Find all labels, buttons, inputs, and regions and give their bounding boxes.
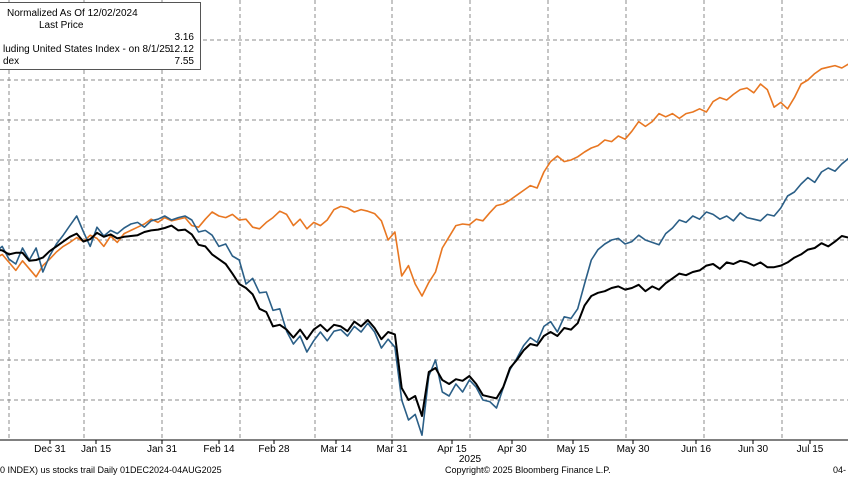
x-tick-label: Dec 31 <box>34 444 66 455</box>
series-lines <box>0 63 848 437</box>
legend-row-3-value: 7.55 <box>174 56 194 67</box>
x-axis-ticks: Dec 31 Jan 15 Jan 31 Feb 14 Feb 28 Mar 14 Mar … <box>34 440 824 465</box>
x-tick-label: Apr 30 <box>497 444 527 455</box>
x-tick-label: Jan 31 <box>147 444 177 455</box>
series-line-3 <box>0 224 848 417</box>
x-tick-label: Jul 15 <box>797 444 824 455</box>
series-line-1 <box>0 63 848 297</box>
x-tick-label: Feb 28 <box>258 444 290 455</box>
x-tick-label: May 30 <box>617 444 650 455</box>
x-tick-label: Mar 31 <box>376 444 408 455</box>
footer-ticker-info: 0 INDEX) us stocks trail Daily 01DEC2024… <box>0 465 222 475</box>
legend-row-3-label: dex <box>3 56 20 67</box>
series-line-2 <box>0 157 848 437</box>
footer-copyright: Copyright© 2025 Bloomberg Finance L.P. <box>445 465 611 475</box>
x-tick-label: May 15 <box>557 444 590 455</box>
legend-row-2-label: luding United States Index - on 8/1/25 <box>3 44 171 55</box>
x-tick-label: Apr 15 <box>437 444 467 455</box>
footer-date: 04- <box>833 465 847 475</box>
x-tick-label: Jun 16 <box>681 444 711 455</box>
legend: Normalized As Of 12/02/2024 Last Price 3… <box>0 2 201 70</box>
x-tick-label: Jan 15 <box>81 444 111 455</box>
legend-row-1-value: 3.16 <box>174 32 194 43</box>
legend-column-header: Last Price <box>39 20 84 31</box>
x-tick-label: Mar 14 <box>320 444 352 455</box>
x-tick-label: Feb 14 <box>203 444 235 455</box>
legend-row-2-value: 12.12 <box>168 44 194 55</box>
x-tick-label: Jun 30 <box>738 444 768 455</box>
legend-title: Normalized As Of 12/02/2024 <box>7 8 138 19</box>
x-axis-year-label: 2025 <box>459 454 482 465</box>
